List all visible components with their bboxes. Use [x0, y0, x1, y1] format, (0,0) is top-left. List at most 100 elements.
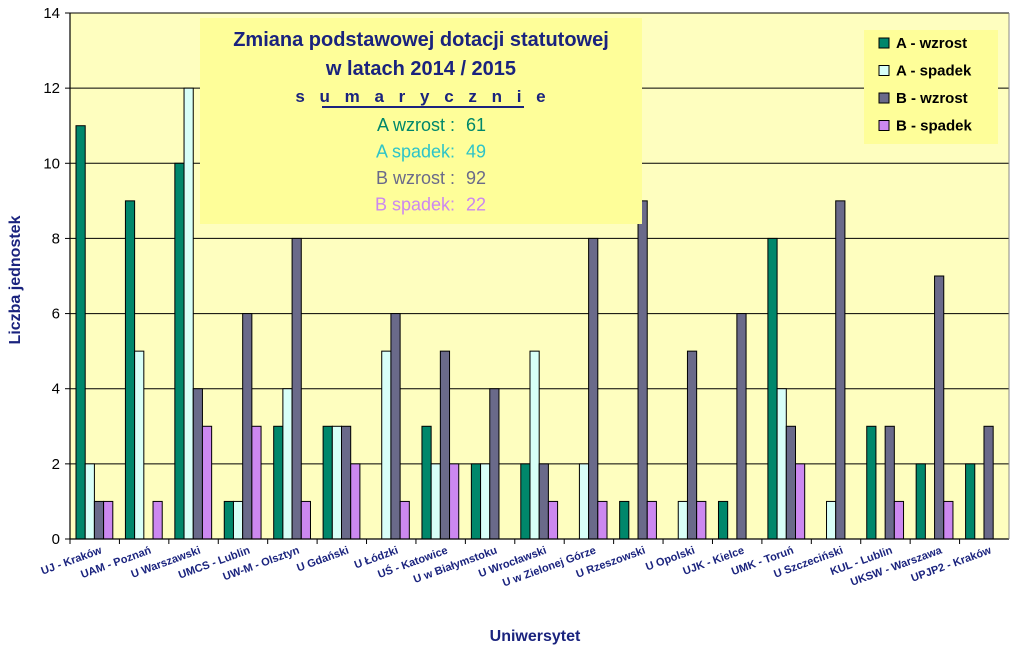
y-tick-label: 6	[52, 306, 60, 323]
summary-value: 22	[466, 195, 486, 215]
summary-label: A wzrost :	[377, 115, 455, 135]
bar	[646, 500, 657, 540]
y-tick-label: 2	[52, 456, 60, 473]
y-tick-label: 10	[43, 155, 60, 172]
legend-items: A - wzrost A - spadek B - wzrost B - spadek	[878, 35, 973, 135]
bar	[399, 500, 410, 540]
title-box: Zmiana podstawowej dotacji statutowej w …	[200, 18, 642, 224]
legend-swatch	[878, 92, 890, 104]
summary-value: 92	[466, 168, 486, 188]
bar	[588, 237, 599, 540]
y-tick-label: 14	[43, 5, 60, 22]
bar	[134, 350, 145, 540]
bar	[597, 500, 608, 540]
bar	[350, 463, 361, 540]
chart-subtitle: s u m a r y c z n i e	[295, 87, 550, 106]
bar	[439, 350, 451, 540]
bar	[183, 87, 194, 540]
bar	[300, 500, 311, 540]
bar	[291, 237, 302, 540]
summary-lines: A wzrost : 61 A spadek: 49 B wzrost : 92 B spa…	[375, 115, 486, 215]
bar	[174, 162, 185, 540]
bar	[331, 425, 343, 540]
y-axis-title: Liczba jednostek	[7, 215, 24, 344]
x-tick-label: U Gdański	[295, 545, 350, 575]
bar	[480, 463, 491, 540]
bar	[686, 350, 698, 540]
bar	[677, 500, 688, 540]
summary-label: B wzrost :	[376, 168, 455, 188]
bar	[201, 425, 213, 540]
legend-label: A - spadek	[896, 63, 972, 80]
bar	[242, 313, 253, 540]
bar	[884, 425, 895, 540]
bar	[84, 463, 95, 540]
bar	[430, 463, 441, 540]
legend-label: B - spadek	[896, 118, 973, 135]
summary-label: B spadek:	[375, 195, 455, 215]
summary-value: 61	[466, 115, 486, 135]
bar	[341, 425, 352, 540]
bar	[152, 500, 163, 540]
bar	[983, 425, 994, 540]
y-tick-label: 0	[52, 531, 60, 548]
bar	[103, 500, 114, 540]
bar	[390, 313, 401, 540]
bar	[223, 500, 234, 540]
summary-label: A spadek:	[376, 142, 455, 162]
bar	[776, 388, 787, 540]
axes	[69, 13, 1010, 540]
bar	[578, 463, 590, 540]
bar	[529, 350, 540, 540]
legend-label: B - wzrost	[896, 90, 968, 107]
bar	[866, 425, 877, 540]
bar	[965, 463, 976, 540]
bar	[835, 200, 846, 540]
legend: A - wzrost A - spadek B - wzrost B - spadek	[864, 30, 998, 144]
y-tick-label: 12	[43, 80, 60, 97]
bar	[192, 388, 203, 540]
y-tick-label: 4	[52, 381, 60, 398]
legend-swatch	[878, 65, 890, 76]
legend-swatch	[878, 37, 890, 49]
bar	[93, 500, 105, 540]
bar	[232, 500, 244, 540]
bar	[794, 463, 806, 540]
bar	[421, 425, 432, 540]
bar	[637, 200, 648, 540]
bar	[547, 500, 559, 540]
bar	[251, 425, 262, 540]
bar	[717, 500, 729, 540]
bar	[322, 425, 333, 540]
bar	[934, 275, 945, 540]
bar	[767, 237, 778, 540]
bar	[124, 200, 136, 540]
bar	[826, 500, 837, 540]
bar	[449, 463, 460, 540]
bar	[619, 500, 630, 540]
y-tick-labels: 0 2 4 6 8 10 12 14	[43, 5, 60, 548]
bars	[75, 87, 994, 540]
chart-title-line2: w latach 2014 / 2015	[325, 58, 516, 80]
legend-swatch	[878, 120, 890, 131]
bar	[736, 313, 747, 540]
bar	[489, 388, 500, 540]
y-tick-label: 8	[52, 230, 60, 247]
bar	[696, 500, 707, 540]
x-axis-title: Uniwersytet	[490, 628, 581, 645]
bar	[520, 463, 531, 540]
bar	[915, 463, 926, 540]
bar	[273, 425, 284, 540]
legend-label: A - wzrost	[896, 35, 967, 52]
bar	[943, 500, 954, 540]
summary-value: 49	[466, 142, 486, 162]
chart-title: Zmiana podstawowej dotacji statutowej	[233, 29, 609, 51]
bar	[381, 350, 392, 540]
bar	[785, 425, 796, 540]
title-box-background	[200, 18, 642, 224]
bar	[282, 388, 293, 540]
bar	[75, 125, 86, 540]
bar	[538, 463, 549, 540]
